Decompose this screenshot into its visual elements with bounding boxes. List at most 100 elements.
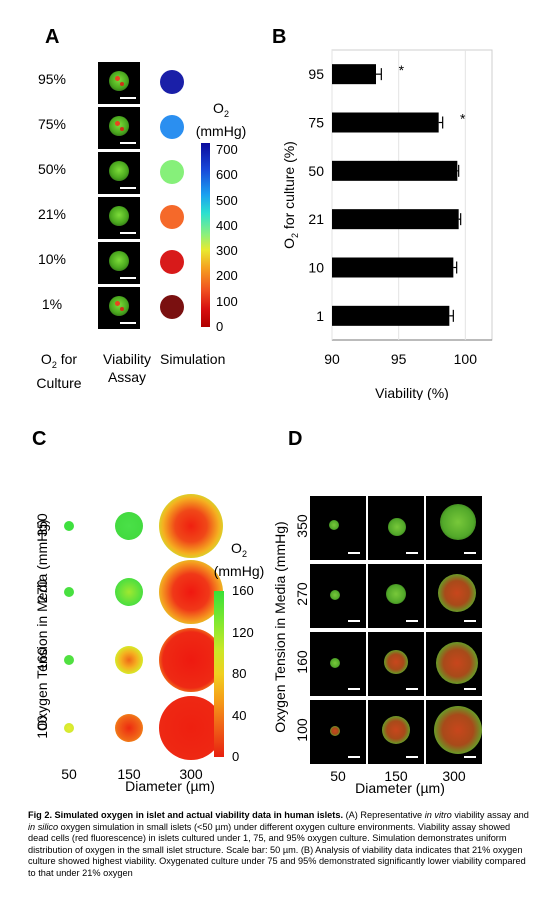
scale-bar bbox=[464, 688, 476, 690]
panel-d-letter: D bbox=[288, 428, 303, 450]
col-label-c: 300 bbox=[179, 766, 203, 782]
islet-blob bbox=[109, 206, 129, 226]
caption-text-1: (A) Representative bbox=[343, 810, 425, 820]
colorbar-c-o2: O bbox=[231, 540, 242, 556]
row-label-a: 75% bbox=[37, 116, 67, 132]
colorbar-a-o2: O bbox=[213, 100, 224, 116]
scale-bar bbox=[120, 187, 136, 189]
islet-blob bbox=[109, 116, 129, 136]
viability-text: Viability bbox=[103, 351, 151, 367]
simulation-circle bbox=[159, 494, 223, 558]
panel-d-xlabel: Diameter (µm) bbox=[355, 780, 445, 796]
x-tick-label: 90 bbox=[324, 351, 340, 367]
colorbar-a-tick: 500 bbox=[216, 192, 238, 208]
scale-bar bbox=[348, 688, 360, 690]
caption-italic-2: in silico bbox=[28, 821, 59, 832]
culture-text: Culture bbox=[36, 374, 82, 391]
bar bbox=[332, 209, 459, 230]
colorbar-a-title: O2 (mmHg) bbox=[186, 100, 256, 140]
row-label-c: 270 bbox=[34, 579, 50, 603]
dead-cell-dot bbox=[115, 121, 120, 126]
panel-a-letter: A bbox=[45, 26, 60, 48]
o2-letter: O bbox=[40, 351, 52, 367]
scale-bar bbox=[406, 688, 418, 690]
scale-bar bbox=[120, 322, 136, 324]
scale-bar bbox=[348, 756, 360, 758]
significance-marker: * bbox=[399, 62, 405, 78]
islet-blob bbox=[329, 520, 339, 530]
fluorescence-image bbox=[310, 632, 366, 696]
y-tick-label: 1 bbox=[316, 308, 324, 324]
simulation-circle bbox=[160, 70, 184, 94]
dead-cell-dot bbox=[115, 301, 120, 306]
caption-text-3: oxygen simulation in small islets (<50 µ… bbox=[28, 821, 526, 878]
row-label-a: 1% bbox=[41, 296, 63, 312]
dead-cell-dot bbox=[115, 76, 120, 81]
y-tick-label: 10 bbox=[308, 260, 324, 276]
viability-image bbox=[98, 242, 140, 284]
fluorescence-image bbox=[368, 700, 424, 764]
simulation-circle bbox=[160, 205, 184, 229]
y-tick-label: 21 bbox=[308, 211, 324, 227]
bar bbox=[332, 112, 439, 133]
colorbar-c-tick: 80 bbox=[232, 666, 247, 681]
scale-bar bbox=[120, 97, 136, 99]
o2-for-text: for bbox=[56, 351, 78, 367]
scale-bar bbox=[464, 756, 476, 758]
colorbar-c-title: O2 (mmHg) bbox=[204, 540, 274, 580]
colorbar-c-tick: 160 bbox=[232, 583, 254, 598]
row-label-d: 350 bbox=[294, 514, 310, 538]
simulation-circle bbox=[115, 646, 143, 674]
panel-c-xlabel: Diameter (µm) bbox=[125, 778, 215, 794]
colorbar-a-tick: 400 bbox=[216, 217, 238, 233]
row-label-c: 350 bbox=[34, 513, 50, 537]
row-label-d: 100 bbox=[294, 718, 310, 742]
fluorescence-image bbox=[310, 564, 366, 628]
islet-blob bbox=[109, 251, 129, 271]
viability-image bbox=[98, 287, 140, 329]
y-axis-label-rest: for culture (%) bbox=[281, 141, 297, 233]
simulation-circle bbox=[160, 160, 184, 184]
islet-blob bbox=[438, 574, 476, 612]
islet-blob bbox=[109, 71, 129, 91]
plot-frame bbox=[331, 49, 493, 341]
simulation-circle bbox=[115, 714, 143, 742]
simulation-circle bbox=[159, 560, 223, 624]
colorbar-a-tick: 200 bbox=[216, 268, 238, 284]
colorbar-c-tick: 40 bbox=[232, 707, 247, 723]
viability-image bbox=[98, 62, 140, 104]
islet-blob bbox=[386, 584, 406, 604]
islet-blob bbox=[109, 296, 129, 316]
colorbar-c-tick: 0 bbox=[232, 749, 240, 764]
fluorescence-image bbox=[426, 496, 482, 560]
fluorescence-image bbox=[368, 496, 424, 560]
bar bbox=[332, 257, 454, 278]
scale-bar bbox=[406, 620, 418, 622]
viability-image bbox=[98, 197, 140, 239]
simulation-circle bbox=[115, 578, 143, 606]
row-label-d: 160 bbox=[294, 650, 310, 674]
scale-bar bbox=[348, 552, 360, 554]
y-tick-label: 95 bbox=[308, 66, 324, 82]
colorbar-a-tick: 0 bbox=[216, 319, 224, 334]
colorbar-a-tick: 700 bbox=[216, 142, 238, 157]
islet-blob bbox=[388, 518, 406, 536]
fluorescence-image bbox=[426, 564, 482, 628]
row-label-a: 10% bbox=[37, 251, 67, 267]
col-label-d: 300 bbox=[442, 768, 466, 784]
colorbar-a-o2-sub: 2 bbox=[223, 108, 229, 119]
caption-text-2: viability assay and bbox=[451, 810, 529, 820]
islet-blob bbox=[382, 716, 410, 744]
islet-blob bbox=[330, 590, 340, 600]
caption-label: Fig 2. Simulated oxygen in islet and act… bbox=[28, 810, 344, 820]
y-axis-label: O2 for culture (%) bbox=[281, 141, 300, 249]
caption-italic-1: in vitro bbox=[424, 810, 452, 820]
colorbar-a-tick: 100 bbox=[216, 293, 238, 309]
row-label-a: 21% bbox=[37, 206, 67, 222]
islet-blob bbox=[330, 726, 340, 736]
o2-subscript: 2 bbox=[51, 359, 57, 370]
assay-text: Assay bbox=[107, 369, 147, 385]
fluorescence-image bbox=[368, 564, 424, 628]
fluorescence-image bbox=[426, 700, 482, 764]
panel-b-chart: 90 95 100 95 * 75 * 50 21 10 1 Viability (%) O2 for … bbox=[281, 49, 493, 400]
